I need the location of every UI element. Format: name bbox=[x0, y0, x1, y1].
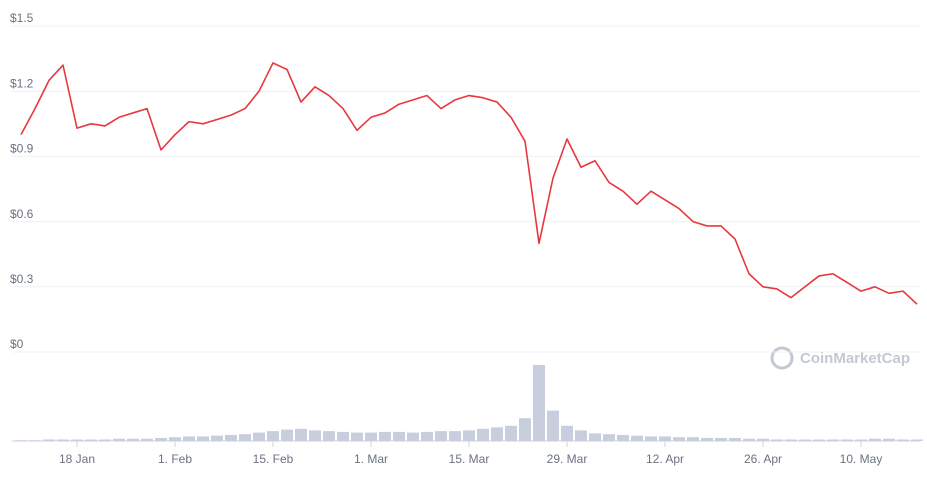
volume-bar bbox=[645, 436, 657, 441]
volume-bar bbox=[197, 436, 209, 441]
volume-bar bbox=[57, 439, 69, 441]
volume-bar bbox=[393, 431, 405, 441]
volume-bar bbox=[715, 437, 727, 441]
volume-bar bbox=[407, 432, 419, 441]
y-tick-label: $0 bbox=[10, 337, 24, 351]
volume-bar bbox=[435, 431, 447, 441]
volume-bar bbox=[71, 439, 83, 441]
volume-bar bbox=[15, 440, 27, 441]
y-tick-label: $0.3 bbox=[10, 272, 34, 286]
volume-bar bbox=[659, 436, 671, 441]
price-line bbox=[20, 62, 918, 305]
x-tick-label: 1. Mar bbox=[354, 452, 388, 466]
volume-bar bbox=[687, 437, 699, 441]
volume-bar bbox=[855, 439, 867, 441]
volume-bar bbox=[911, 439, 923, 441]
volume-bar bbox=[351, 432, 363, 441]
volume-bar bbox=[533, 365, 545, 441]
volume-bar bbox=[239, 434, 251, 441]
volume-bar bbox=[113, 438, 125, 441]
volume-bar bbox=[323, 431, 335, 441]
volume-bar bbox=[603, 434, 615, 441]
x-tick-label: 1. Feb bbox=[158, 452, 192, 466]
volume-bar bbox=[43, 439, 55, 441]
x-tick-label: 15. Mar bbox=[449, 452, 490, 466]
volume-bar bbox=[813, 439, 825, 441]
volume-bar bbox=[127, 438, 139, 441]
volume-bar bbox=[267, 431, 279, 441]
volume-bar bbox=[183, 436, 195, 441]
volume-bar bbox=[477, 428, 489, 441]
volume-bar bbox=[29, 440, 41, 441]
x-tick-label: 29. Mar bbox=[547, 452, 588, 466]
x-tick-label: 26. Apr bbox=[744, 452, 782, 466]
x-tick-label: 12. Apr bbox=[646, 452, 684, 466]
volume-bar bbox=[757, 438, 769, 441]
watermark: CoinMarketCap bbox=[770, 346, 910, 370]
y-tick-label: $0.9 bbox=[10, 142, 34, 156]
volume-bar bbox=[463, 430, 475, 441]
volume-bar bbox=[897, 439, 909, 441]
x-tick-label: 10. May bbox=[840, 452, 883, 466]
volume-bar bbox=[365, 432, 377, 441]
volume-bar bbox=[827, 439, 839, 441]
y-tick-label: $1.2 bbox=[10, 76, 34, 90]
volume-bar bbox=[85, 439, 97, 441]
volume-bar bbox=[253, 432, 265, 441]
volume-bar bbox=[155, 437, 167, 441]
volume-bar bbox=[631, 435, 643, 441]
volume-bar bbox=[225, 434, 237, 441]
watermark-logo bbox=[770, 346, 794, 370]
volume-bar bbox=[491, 427, 503, 441]
volume-bar bbox=[883, 438, 895, 441]
volume-bar bbox=[785, 439, 797, 441]
x-tick-label: 15. Feb bbox=[253, 452, 294, 466]
volume-bar bbox=[379, 431, 391, 441]
volume-bar bbox=[799, 439, 811, 441]
volume-bar bbox=[519, 418, 531, 441]
volume-bar bbox=[169, 437, 181, 441]
volume-bar bbox=[309, 430, 321, 441]
volume-bar bbox=[701, 437, 713, 441]
volume-bar bbox=[141, 438, 153, 441]
volume-bar bbox=[575, 430, 587, 441]
volume-bar bbox=[743, 438, 755, 441]
volume-bar bbox=[617, 434, 629, 441]
volume-bar bbox=[211, 435, 223, 441]
x-tick-label: 18 Jan bbox=[59, 452, 95, 466]
volume-bar bbox=[295, 428, 307, 441]
volume-bar bbox=[505, 425, 517, 441]
volume-bar bbox=[869, 438, 881, 441]
volume-bar bbox=[281, 429, 293, 441]
volume-bar bbox=[589, 433, 601, 441]
y-tick-label: $0.6 bbox=[10, 207, 34, 221]
volume-bar bbox=[673, 437, 685, 441]
volume-bar bbox=[337, 431, 349, 441]
watermark-text: CoinMarketCap bbox=[800, 350, 910, 367]
volume-bar bbox=[449, 431, 461, 441]
volume-bar bbox=[841, 439, 853, 441]
volume-bar bbox=[561, 425, 573, 441]
volume-bar bbox=[99, 439, 111, 441]
volume-bar bbox=[547, 410, 559, 441]
y-tick-label: $1.5 bbox=[10, 11, 34, 25]
volume-bar bbox=[421, 431, 433, 441]
volume-bar bbox=[729, 437, 741, 441]
volume-bar bbox=[771, 439, 783, 441]
